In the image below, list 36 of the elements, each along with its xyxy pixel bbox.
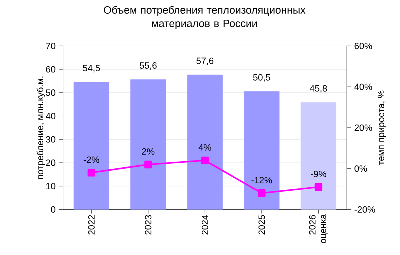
point [258,190,266,198]
y-tick-label: 30 [46,136,56,143]
y2-tick-label: 60% [354,42,372,50]
data-label: 2% [142,148,155,155]
x-tick-label: 2023 [145,215,152,235]
point [88,169,96,177]
point [201,156,210,165]
data-label: 4% [198,144,212,151]
data-label: 45,8 [310,85,328,93]
x-tick-label: 2024 [202,215,208,235]
x-tick-label: 2026 оценка [309,214,328,244]
y-axis-title: потребление, млн.куб.м. [36,76,46,180]
y-tick-label: 10 [46,183,56,190]
data-label: -9% [311,171,326,178]
y2-tick-label: -20% [354,206,376,213]
x-tick-label: 2022 [88,215,95,235]
chart-title: Объем потребления теплоизоляционных материалов в России [104,6,306,30]
data-label: -2% [84,156,100,164]
y-tick-label: 70 [46,42,56,50]
y2-tick-label: 40% [354,84,372,90]
point [144,160,152,169]
data-label: 55,6 [140,62,157,70]
y2-tick-label: 20% [354,124,372,132]
data-label: -12% [252,177,272,184]
y2-tick-label: 0% [354,166,368,172]
y-tick-label: 0 [51,206,56,213]
y2-axis-title: темп прироста, % [378,90,386,166]
data-label: 50,5 [253,74,270,82]
x-tick-label: 2025 [258,215,266,235]
y-tick-label: 60 [46,66,56,73]
data-label: 54,5 [83,65,100,73]
y-tick-label: 40 [46,113,56,120]
y-tick-label: 20 [46,160,56,166]
point [314,183,323,192]
data-label: 57,6 [196,58,214,66]
y-tick-label: 50 [46,90,56,96]
